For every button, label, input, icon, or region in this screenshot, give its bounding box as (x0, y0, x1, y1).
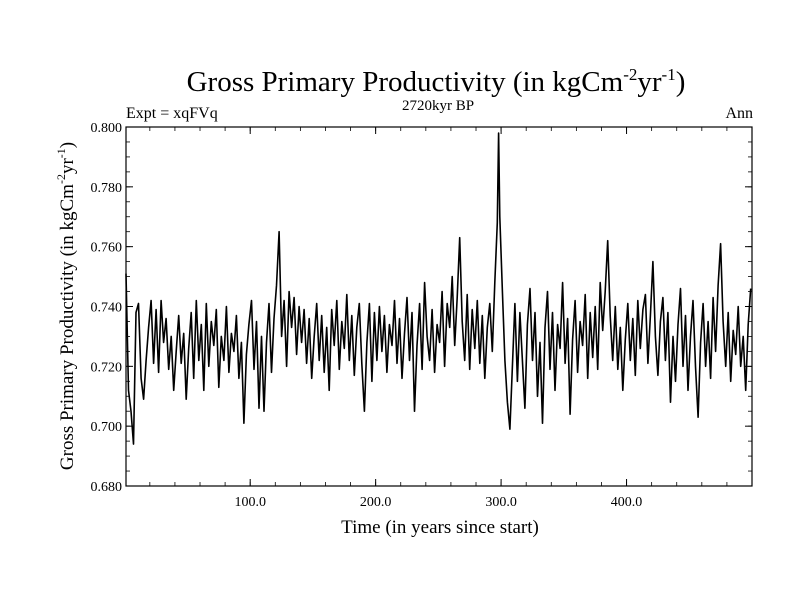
x-tick-label: 100.0 (234, 495, 266, 510)
series-line (125, 132, 752, 445)
season-label: Ann (725, 105, 753, 122)
y-tick-label: 0.700 (91, 420, 123, 435)
y-tick-label: 0.780 (91, 181, 123, 196)
chart-title: Gross Primary Productivity (in kgCm-2yr-… (187, 65, 686, 98)
x-axis-ticks: 100.0 200.0 300.0 400.0 (149, 127, 728, 510)
y-tick-label: 0.800 (91, 121, 123, 136)
experiment-label: Expt = xqFVq (126, 105, 218, 122)
x-axis-label: Time (in years since start) (341, 517, 539, 538)
x-tick-label: 200.0 (360, 495, 392, 510)
series-layer (125, 132, 752, 445)
plot-frame (125, 126, 753, 487)
y-tick-label: 0.740 (91, 301, 123, 316)
y-axis-label: Gross Primary Productivity (in kgCm-2yr-… (54, 142, 78, 470)
y-tick-label: 0.680 (91, 480, 123, 495)
y-axis-ticks: 0.680 0.700 0.720 0.740 0.760 0.780 0.800 (91, 121, 752, 495)
y-tick-label: 0.760 (91, 241, 123, 256)
chart-subtitle: 2720kyr BP (402, 98, 474, 114)
x-tick-label: 400.0 (611, 495, 643, 510)
y-tick-label: 0.720 (91, 360, 123, 375)
x-tick-label: 300.0 (485, 495, 517, 510)
